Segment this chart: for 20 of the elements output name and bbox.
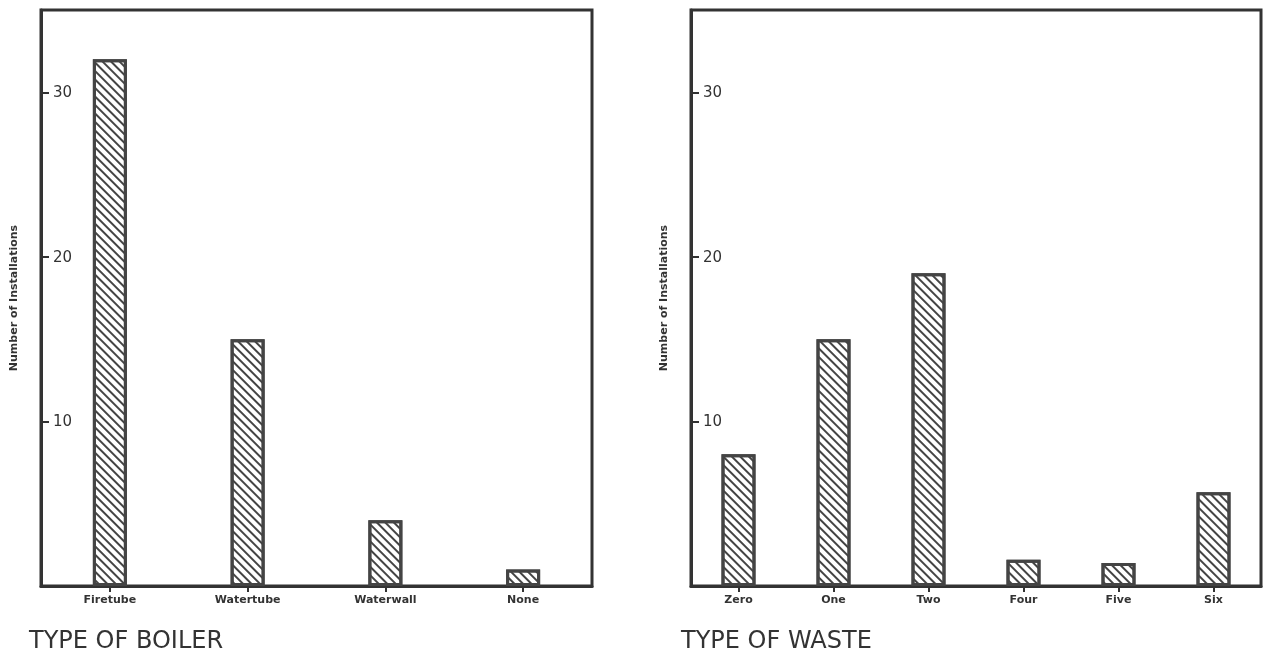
y-axis-title: Number of Installations xyxy=(7,224,20,372)
x-tick-label: None xyxy=(507,593,540,606)
y-tick-label: 30 xyxy=(703,83,723,102)
y-tick-label: 10 xyxy=(53,412,73,431)
x-tick-label: Six xyxy=(1204,593,1223,606)
y-tick-label: 20 xyxy=(53,247,73,266)
text: TYPE OF BOILER xyxy=(28,626,224,654)
x-tick-label: Watertube xyxy=(214,593,281,606)
y-axis-title: Number of Installations xyxy=(657,224,670,372)
x-tick-label: Two xyxy=(916,593,941,606)
text: TYPE OF WASTE xyxy=(680,626,872,654)
y-tick-label: 10 xyxy=(703,412,723,431)
x-tick-label: Firetube xyxy=(83,593,137,606)
x-tick-label: Waterwall xyxy=(354,593,417,606)
y-tick-label: 30 xyxy=(53,83,73,102)
x-tick-label: Zero xyxy=(724,593,754,606)
x-tick-label: Five xyxy=(1105,593,1132,606)
y-tick-label: 20 xyxy=(703,247,723,266)
x-tick-label: Four xyxy=(1009,593,1039,606)
x-tick-label: One xyxy=(821,593,846,606)
